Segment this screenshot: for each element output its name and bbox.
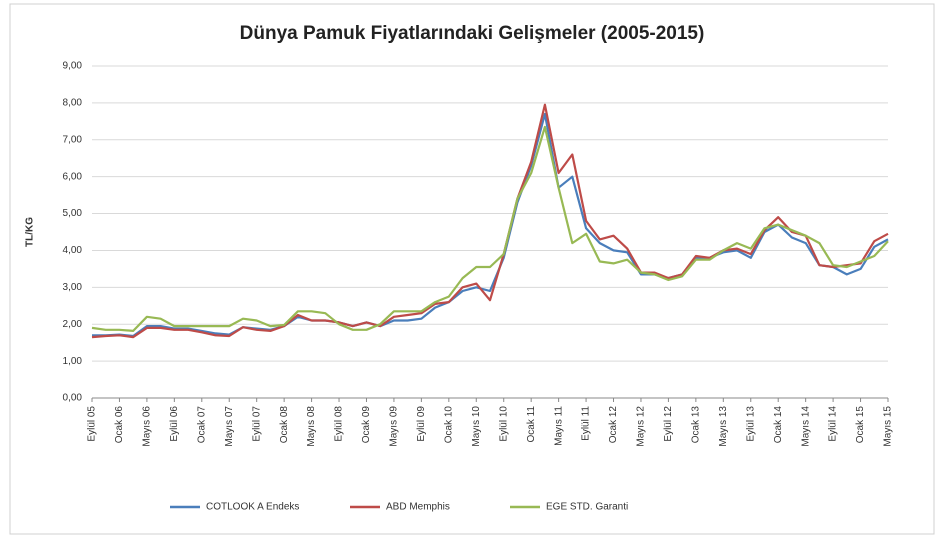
x-tick-label: Ocak 06 bbox=[114, 406, 125, 444]
y-tick-label: 5,00 bbox=[63, 208, 83, 219]
legend-label: ABD Memphis bbox=[386, 502, 450, 513]
x-tick-label: Mayıs 11 bbox=[553, 406, 564, 446]
x-tick-label: Mayıs 09 bbox=[389, 406, 400, 447]
y-axis-label: TL/KG bbox=[25, 217, 36, 247]
y-tick-label: 7,00 bbox=[63, 134, 83, 145]
y-tick-label: 8,00 bbox=[63, 98, 83, 109]
x-tick-label: Eylül 07 bbox=[251, 406, 262, 442]
y-tick-label: 3,00 bbox=[63, 282, 83, 293]
x-tick-label: Ocak 15 bbox=[855, 406, 866, 444]
legend-label: COTLOOK A Endeks bbox=[206, 502, 299, 513]
x-tick-label: Mayıs 13 bbox=[718, 406, 729, 447]
x-tick-label: Ocak 14 bbox=[773, 406, 784, 444]
x-tick-label: Mayıs 07 bbox=[224, 406, 235, 447]
x-tick-label: Eylül 12 bbox=[663, 406, 674, 442]
x-tick-label: Ocak 12 bbox=[608, 406, 619, 444]
x-tick-label: Eylül 13 bbox=[745, 406, 756, 442]
x-tick-label: Eylül 10 bbox=[498, 406, 509, 442]
x-tick-label: Ocak 07 bbox=[196, 406, 207, 444]
series-line bbox=[92, 112, 889, 338]
y-tick-label: 4,00 bbox=[63, 245, 83, 256]
y-tick-label: 6,00 bbox=[63, 171, 83, 182]
y-tick-label: 2,00 bbox=[63, 319, 83, 330]
chart-title: Dünya Pamuk Fiyatlarındaki Gelişmeler (2… bbox=[240, 23, 705, 44]
y-tick-label: 1,00 bbox=[63, 356, 83, 367]
x-tick-label: Eylül 06 bbox=[169, 406, 180, 442]
x-tick-label: Ocak 09 bbox=[361, 406, 372, 444]
y-tick-label: 0,00 bbox=[63, 393, 83, 404]
x-tick-label: Eylül 09 bbox=[416, 406, 427, 442]
x-tick-label: Mayıs 12 bbox=[636, 406, 647, 447]
legend-label: EGE STD. Garanti bbox=[546, 502, 628, 513]
chart-frame bbox=[9, 3, 935, 535]
y-tick-label: 9,00 bbox=[63, 61, 83, 72]
x-tick-label: Mayıs 08 bbox=[306, 406, 317, 447]
x-tick-label: Eylül 14 bbox=[828, 406, 839, 442]
series-line bbox=[91, 103, 889, 339]
x-tick-label: Ocak 11 bbox=[526, 406, 537, 443]
x-tick-label: Eylül 11 bbox=[581, 406, 592, 441]
x-tick-label: Ocak 08 bbox=[279, 406, 290, 444]
x-tick-label: Mayıs 14 bbox=[800, 406, 811, 447]
x-tick-label: Eylül 05 bbox=[87, 406, 98, 442]
x-tick-label: Eylül 08 bbox=[334, 406, 345, 442]
x-tick-label: Mayıs 06 bbox=[142, 406, 153, 447]
x-tick-label: Mayıs 15 bbox=[883, 406, 894, 447]
x-tick-label: Mayıs 10 bbox=[471, 406, 482, 447]
series-line bbox=[91, 125, 889, 332]
x-tick-label: Ocak 10 bbox=[443, 406, 454, 444]
x-tick-label: Ocak 13 bbox=[691, 406, 702, 444]
